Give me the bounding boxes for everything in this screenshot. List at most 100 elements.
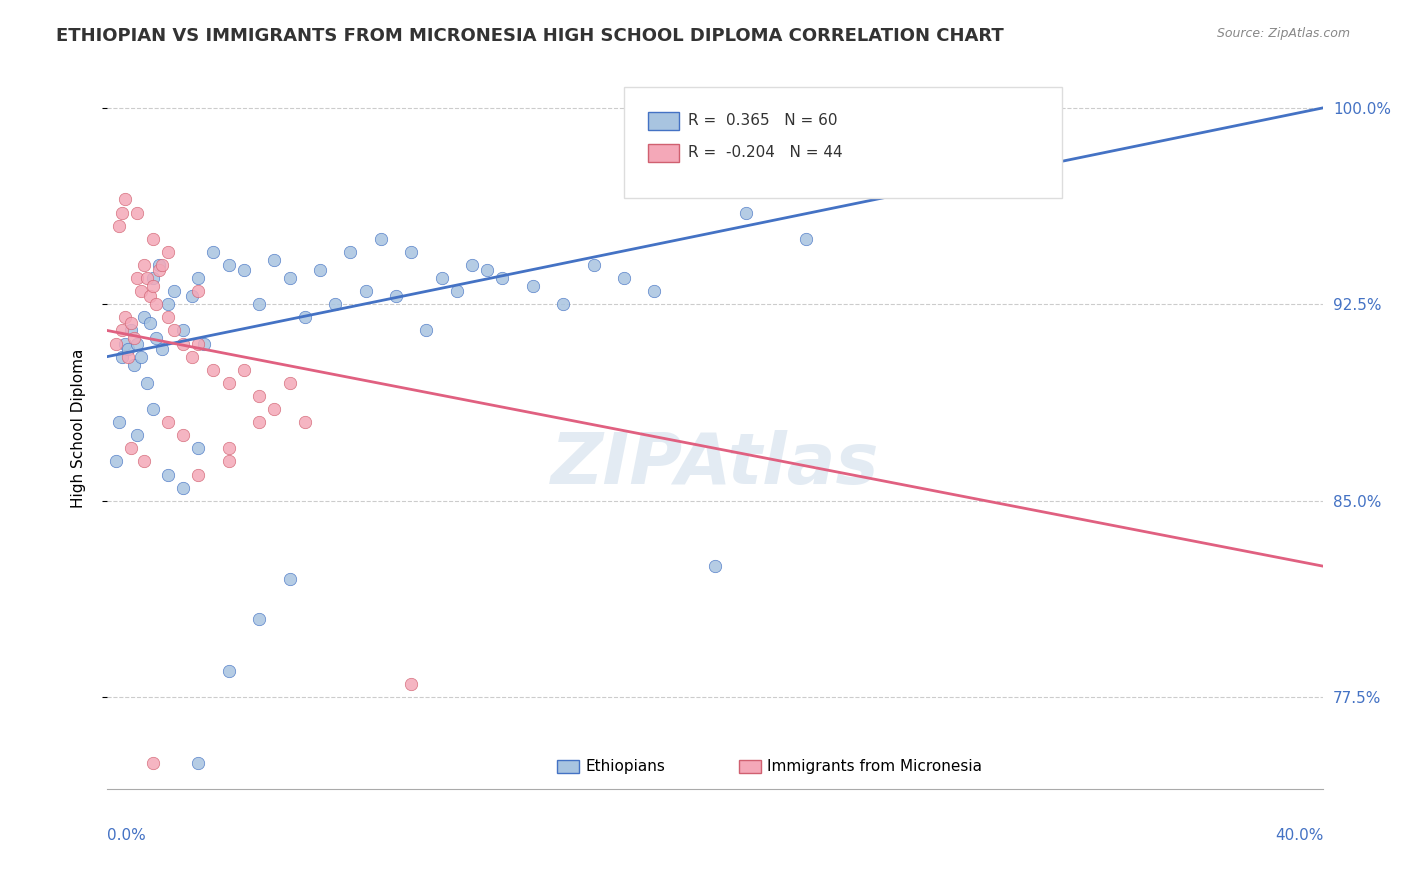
Point — [127, 428, 149, 442]
Point — [247, 415, 270, 429]
Point — [156, 244, 179, 259]
Point — [461, 258, 484, 272]
Point — [120, 442, 142, 456]
Point — [309, 263, 332, 277]
Point — [247, 389, 270, 403]
Point — [142, 271, 165, 285]
Point — [163, 284, 186, 298]
Point — [582, 258, 605, 272]
Point — [278, 572, 301, 586]
Point — [734, 205, 756, 219]
Point — [193, 336, 215, 351]
Point — [124, 358, 146, 372]
Point — [142, 756, 165, 770]
Point — [704, 559, 727, 574]
Point — [172, 428, 194, 442]
Point — [522, 279, 544, 293]
Point — [232, 363, 254, 377]
Point — [111, 323, 134, 337]
Point — [117, 342, 139, 356]
Point — [129, 350, 152, 364]
Text: R =  0.365   N = 60: R = 0.365 N = 60 — [689, 113, 838, 128]
Point — [553, 297, 575, 311]
Point — [127, 336, 149, 351]
Point — [114, 193, 136, 207]
Point — [475, 263, 498, 277]
Point — [150, 342, 173, 356]
Point — [114, 310, 136, 325]
Point — [294, 415, 316, 429]
Point — [172, 336, 194, 351]
Point — [218, 442, 240, 456]
Point — [263, 402, 285, 417]
Point — [187, 467, 209, 482]
Point — [172, 481, 194, 495]
Point — [148, 263, 170, 277]
Point — [105, 336, 128, 351]
Point — [135, 376, 157, 390]
Point — [218, 258, 240, 272]
Text: ZIPAtlas: ZIPAtlas — [551, 430, 879, 500]
Point — [247, 297, 270, 311]
Point — [138, 289, 160, 303]
Point — [142, 402, 165, 417]
Point — [323, 297, 346, 311]
Point — [446, 284, 468, 298]
Point — [108, 415, 131, 429]
Point — [120, 316, 142, 330]
Point — [132, 258, 155, 272]
Point — [202, 363, 225, 377]
Bar — [648, 112, 679, 129]
Point — [163, 323, 186, 337]
FancyBboxPatch shape — [624, 87, 1062, 198]
Point — [124, 331, 146, 345]
Point — [156, 297, 179, 311]
Point — [370, 232, 392, 246]
Point — [142, 232, 165, 246]
Point — [145, 297, 167, 311]
Bar — [740, 760, 762, 773]
Point — [796, 232, 818, 246]
Point — [132, 454, 155, 468]
Text: Source: ZipAtlas.com: Source: ZipAtlas.com — [1216, 27, 1350, 40]
Point — [385, 289, 408, 303]
Point — [148, 258, 170, 272]
Point — [415, 323, 437, 337]
Point — [181, 350, 204, 364]
Point — [399, 677, 422, 691]
Text: Ethiopians: Ethiopians — [585, 759, 665, 774]
Point — [187, 442, 209, 456]
Point — [150, 258, 173, 272]
Point — [142, 279, 165, 293]
Point — [135, 271, 157, 285]
Point — [172, 323, 194, 337]
Text: Immigrants from Micronesia: Immigrants from Micronesia — [768, 759, 983, 774]
Point — [399, 244, 422, 259]
Text: 0.0%: 0.0% — [107, 828, 146, 843]
Point — [181, 289, 204, 303]
Y-axis label: High School Diploma: High School Diploma — [72, 349, 86, 508]
Point — [232, 263, 254, 277]
Point — [132, 310, 155, 325]
Point — [111, 350, 134, 364]
Point — [339, 244, 361, 259]
Point — [613, 271, 636, 285]
Point — [263, 252, 285, 267]
Bar — [648, 145, 679, 162]
Point — [278, 271, 301, 285]
Point — [120, 323, 142, 337]
Point — [117, 350, 139, 364]
Point — [142, 795, 165, 809]
Point — [129, 284, 152, 298]
Point — [187, 284, 209, 298]
Point — [156, 467, 179, 482]
Point — [156, 415, 179, 429]
Point — [114, 336, 136, 351]
Point — [278, 376, 301, 390]
Point — [138, 316, 160, 330]
Point — [108, 219, 131, 233]
Point — [105, 454, 128, 468]
Point — [145, 331, 167, 345]
Point — [643, 284, 665, 298]
Point — [202, 244, 225, 259]
